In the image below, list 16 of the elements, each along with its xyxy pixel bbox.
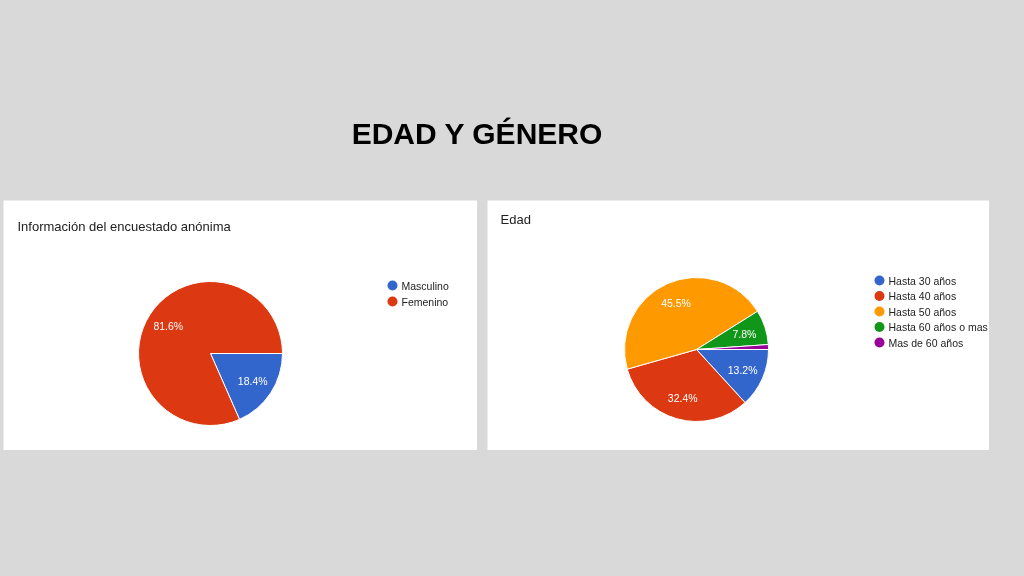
data-label: 7.8% [732,327,757,340]
data-label: 18.4% [237,375,268,388]
data-label: 32.4% [667,391,698,404]
data-label: 81.6% [153,319,184,332]
legend-label: Femenino [401,295,449,308]
text: Edad [500,212,531,227]
chart-title: Información del encuestado anónima [17,219,232,234]
legend-label: Hasta 60 años o mas [888,321,988,333]
legend-label: Hasta 50 años [888,305,957,318]
legend-label: Masculino [401,279,449,292]
legend-label: Hasta 40 años [888,290,957,302]
data-label: 13.2% [727,363,758,376]
legend-label: Mas de 60 años [888,336,964,349]
data-label: 45.5% [661,297,691,310]
legend-label: Hasta 30 años [888,274,957,287]
text: EDAD Y GÉNERO [351,116,603,152]
